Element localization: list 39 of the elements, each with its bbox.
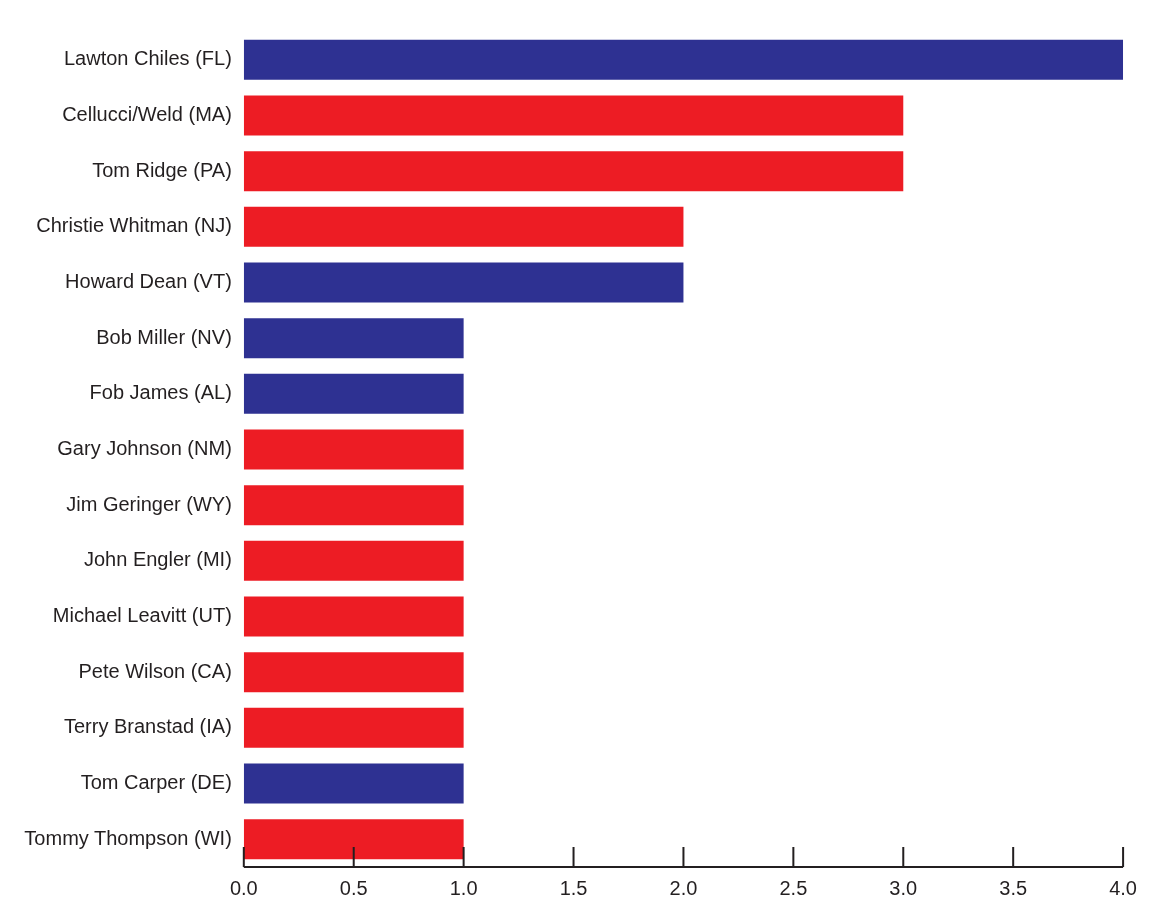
x-tick-label: 1.0 bbox=[449, 876, 478, 899]
bar bbox=[243, 95, 904, 136]
y-tick-label: Cellucci/Weld (MA) bbox=[62, 103, 232, 126]
bar bbox=[243, 540, 464, 581]
x-tick-label: 3.5 bbox=[999, 876, 1028, 899]
bar bbox=[243, 262, 684, 303]
bar bbox=[243, 596, 464, 637]
x-tick-label: 2.5 bbox=[779, 876, 808, 899]
y-tick-label: Howard Dean (VT) bbox=[65, 270, 232, 293]
y-tick-label: Bob Miller (NV) bbox=[96, 325, 232, 348]
y-tick-label: Tom Carper (DE) bbox=[80, 771, 232, 794]
y-tick-label: Lawton Chiles (FL) bbox=[63, 47, 232, 70]
y-tick-label: Fob James (AL) bbox=[89, 381, 232, 404]
x-tick-label: 2.0 bbox=[669, 876, 698, 899]
y-tick-label: Tommy Thompson (WI) bbox=[24, 826, 232, 849]
y-tick-label: John Engler (MI) bbox=[83, 548, 232, 571]
bar bbox=[243, 707, 464, 748]
bar bbox=[243, 151, 904, 192]
y-tick-label: Jim Geringer (WY) bbox=[66, 492, 232, 515]
y-tick-label: Tom Ridge (PA) bbox=[92, 158, 232, 181]
bar bbox=[243, 39, 1124, 80]
x-tick-label: 0.5 bbox=[339, 876, 368, 899]
bar bbox=[243, 763, 464, 804]
x-tick-label: 3.0 bbox=[889, 876, 918, 899]
y-tick-label: Pete Wilson (CA) bbox=[78, 659, 232, 682]
bar bbox=[243, 318, 464, 359]
y-tick-label: Terry Branstad (IA) bbox=[63, 715, 232, 738]
bar bbox=[243, 373, 464, 414]
y-tick-label: Michael Leavitt (UT) bbox=[52, 604, 232, 627]
bar bbox=[243, 485, 464, 526]
bar bbox=[243, 206, 684, 247]
bar bbox=[243, 819, 464, 860]
x-tick-label: 1.5 bbox=[559, 876, 588, 899]
x-tick-label: 4.0 bbox=[1109, 876, 1137, 899]
x-tick-label: 0.0 bbox=[229, 876, 258, 899]
bar bbox=[243, 652, 464, 693]
y-tick-label: Gary Johnson (NM) bbox=[57, 437, 232, 460]
y-tick-label: Christie Whitman (NJ) bbox=[36, 214, 232, 237]
bar bbox=[243, 429, 464, 470]
